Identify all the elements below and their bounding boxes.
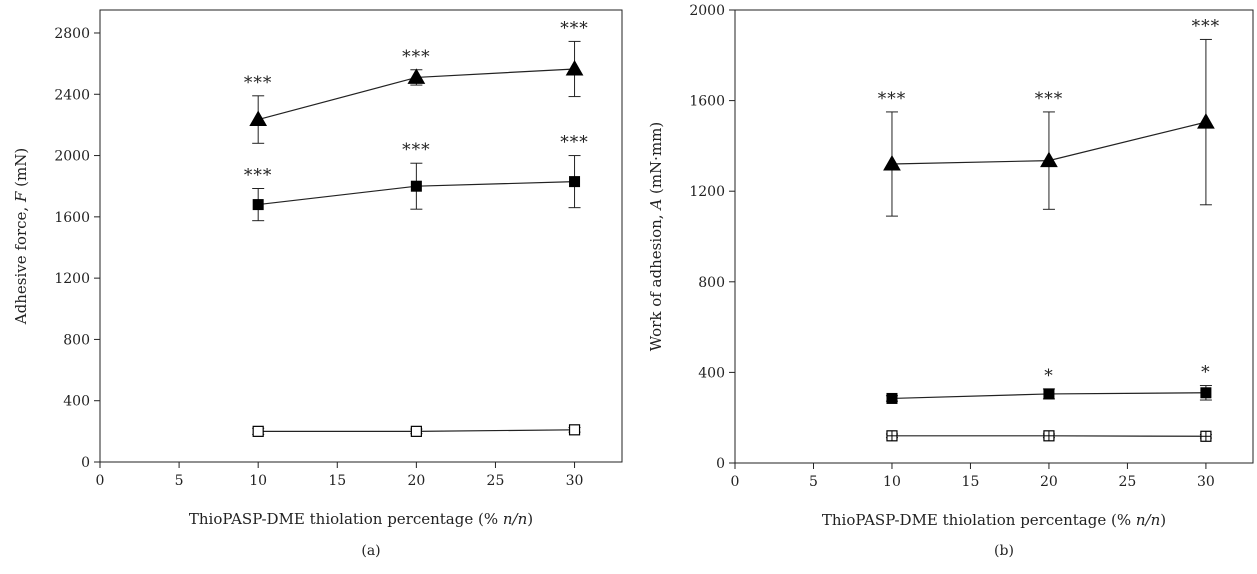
series-triangle-filled: *** *** *** (244, 18, 589, 144)
data-point (410, 180, 422, 192)
data-point (249, 110, 268, 127)
x-tick-label: 20 (1040, 474, 1058, 490)
significance-label: *** (244, 73, 273, 93)
x-axis-label-part: ThioPASP-DME thiolation percentage (% (822, 511, 1136, 529)
y-tick-label: 1600 (689, 94, 725, 110)
y-axis-label-part: (mN) (12, 148, 30, 192)
data-point (1200, 387, 1212, 399)
data-point (1043, 388, 1055, 400)
significance-label: *** (560, 18, 589, 38)
y-axis-label-part: Adhesive force, (12, 202, 30, 325)
x-axis-label: ThioPASP-DME thiolation percentage (% n/… (189, 510, 533, 528)
significance-label: *** (244, 166, 273, 186)
x-tick-label: 0 (96, 473, 105, 489)
data-point (1197, 113, 1215, 129)
series-square-filled: * * (885, 363, 1212, 404)
x-tick-label: 25 (1119, 474, 1137, 490)
y-tick-label: 400 (698, 365, 725, 381)
x-axis-label-part: ThioPASP-DME thiolation percentage (% (189, 510, 503, 528)
data-point (883, 155, 901, 171)
y-tick-label: 1200 (689, 184, 725, 200)
data-point (568, 424, 581, 436)
y-tick-label: 2000 (689, 3, 725, 19)
x-tick-label: 30 (566, 473, 584, 489)
data-point (565, 59, 584, 76)
significance-label: *** (402, 47, 431, 67)
series-square-filled: *** *** *** (244, 133, 589, 222)
y-axis-label-part: Work of adhesion, (647, 210, 665, 352)
x-tick-label: 15 (328, 473, 346, 489)
x-tick-label: 20 (407, 473, 425, 489)
y-tick-label: 2800 (54, 26, 90, 42)
plot-frame (734, 9, 1254, 464)
chart-panel-1: 0 5 10 15 20 25 30 0 400 800 1200 1600 2000 2400 2800 T… (12, 9, 623, 559)
y-axis-label-part: F (12, 191, 30, 203)
x-tick-label: 5 (175, 473, 184, 489)
data-point (410, 425, 422, 437)
panel-label: (a) (361, 543, 380, 559)
x-axis-label-part: n/n (1136, 511, 1160, 529)
y-axis-label-part: A (647, 199, 665, 212)
x-tick-label: 0 (731, 474, 740, 490)
y-axis-label: Work of adhesion, A (mN·mm) (647, 122, 665, 352)
significance-label: *** (1192, 16, 1221, 36)
data-point (1040, 151, 1058, 168)
series-square-open (252, 424, 581, 437)
significance-label: *** (878, 89, 907, 109)
data-point (407, 68, 426, 84)
x-tick-label: 15 (962, 474, 980, 490)
significance-label: * (1044, 366, 1054, 386)
x-axis-label-part: ) (527, 510, 533, 528)
x-axis-label-part: ) (1160, 511, 1166, 529)
x-tick-label: 10 (249, 473, 267, 489)
panel-label: (b) (994, 543, 1014, 559)
y-tick-label: 800 (63, 332, 90, 348)
x-tick-label: 5 (809, 474, 818, 490)
y-tick-label: 0 (81, 455, 90, 471)
data-point (252, 425, 264, 437)
x-axis-label: ThioPASP-DME thiolation percentage (% n/… (822, 511, 1166, 529)
y-tick-label: 800 (698, 275, 725, 291)
significance-label: *** (1035, 89, 1064, 109)
data-point (569, 176, 581, 188)
y-tick-label: 2000 (54, 149, 90, 165)
series-square-crossed (885, 430, 1212, 442)
y-tick-label: 1600 (54, 210, 90, 226)
chart-panel-2: 0 5 10 15 20 25 30 0 400 800 1200 1600 2000 ThioPASP-… (647, 3, 1254, 559)
x-tick-label: 30 (1197, 474, 1215, 490)
y-axis-label-part: (mN·mm) (647, 122, 665, 199)
y-tick-label: 0 (716, 456, 725, 472)
y-tick-label: 2400 (54, 87, 90, 103)
y-tick-label: 1200 (54, 271, 90, 287)
y-axis-label: Adhesive force, F (mN) (12, 148, 30, 325)
series-triangle-filled: *** *** *** (878, 16, 1221, 217)
data-point (252, 199, 264, 211)
data-point (886, 392, 898, 404)
significance-label: *** (560, 133, 589, 153)
significance-label: * (1201, 363, 1211, 383)
x-tick-label: 25 (487, 473, 505, 489)
y-tick-label: 400 (63, 394, 90, 410)
significance-label: *** (402, 140, 431, 160)
x-axis-label-part: n/n (503, 510, 527, 528)
x-tick-label: 10 (883, 474, 901, 490)
plot-frame (99, 9, 623, 463)
